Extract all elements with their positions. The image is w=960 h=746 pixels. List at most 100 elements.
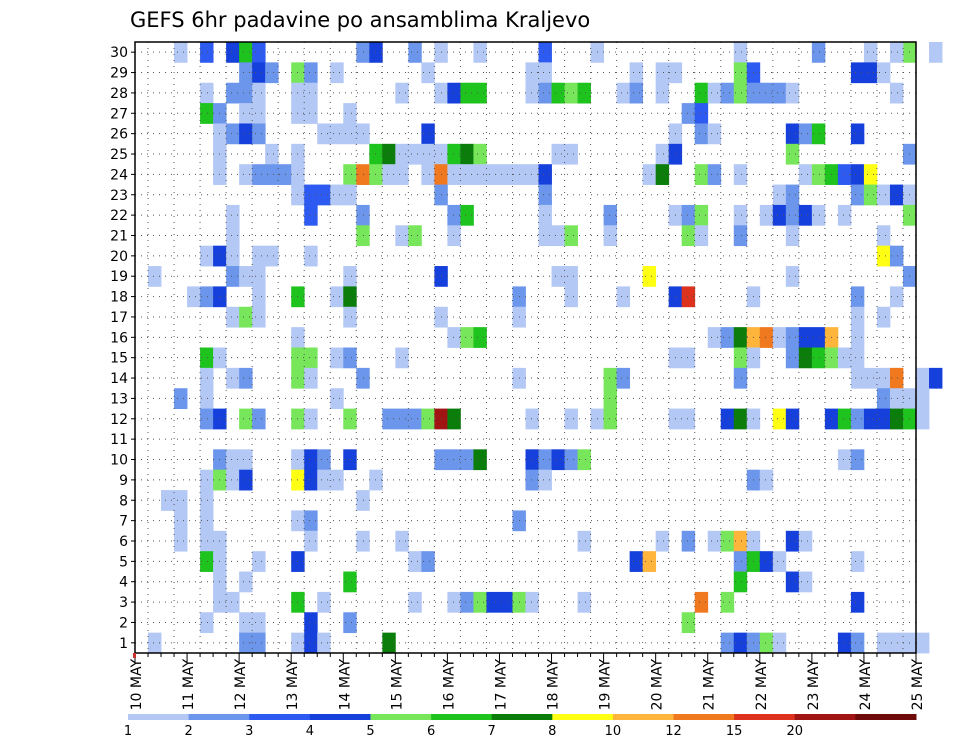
heatmap-cell [356, 164, 370, 185]
heatmap-cell [343, 123, 357, 145]
heatmap-cell [863, 42, 878, 63]
heatmap-cell [733, 42, 748, 63]
heatmap-cell [330, 123, 344, 145]
heatmap-cell [811, 204, 826, 226]
legend-label: 3 [245, 724, 253, 739]
heatmap-cell [681, 612, 696, 634]
heatmap-cell [733, 530, 748, 552]
heatmap-cell [759, 82, 774, 104]
heatmap-cell [239, 449, 253, 471]
heatmap-cell [200, 286, 214, 308]
heatmap-cell [239, 306, 253, 328]
heatmap-cell [343, 103, 357, 124]
x-tick-label: 24 MAY [858, 659, 874, 711]
x-tick-label: 21 MAY [702, 659, 718, 711]
heatmap-cell [304, 204, 318, 226]
heatmap-cell [473, 82, 487, 104]
heatmap-cell [304, 184, 318, 206]
legend-swatch [855, 714, 917, 720]
heatmap-cell [538, 204, 552, 226]
heatmap-cell [252, 632, 266, 654]
heatmap-cell [252, 612, 266, 634]
heatmap-cell [226, 449, 240, 471]
heatmap-cell [421, 551, 435, 572]
heatmap-cell [629, 62, 644, 84]
heatmap-cell [278, 164, 292, 185]
heatmap-cell [929, 367, 943, 389]
heatmap-cell [317, 632, 331, 654]
heatmap-cell [681, 103, 696, 124]
heatmap-cell [239, 164, 253, 185]
heatmap-cell [408, 551, 422, 572]
heatmap-cell [200, 469, 214, 491]
heatmap-cell [577, 449, 591, 471]
heatmap-cell [265, 143, 279, 165]
heatmap-cell [655, 143, 670, 165]
heatmap-cell [889, 82, 904, 104]
heatmap-cell [577, 591, 591, 613]
y-tick-label: 9 [119, 473, 128, 489]
heatmap-cell [772, 551, 787, 572]
legend-swatch [734, 714, 796, 720]
x-tick-label: 18 MAY [546, 659, 562, 711]
heatmap-cell [850, 591, 865, 613]
heatmap-cell [265, 62, 279, 84]
heatmap-cell [460, 164, 474, 185]
heatmap-cell [551, 82, 565, 104]
heatmap-cell [304, 632, 318, 654]
heatmap-cell [473, 42, 487, 63]
heatmap-cell [239, 469, 253, 491]
heatmap-cell [772, 184, 787, 206]
heatmap-cell [929, 42, 943, 63]
y-tick-label: 23 [110, 188, 128, 204]
heatmap-cell [916, 388, 930, 409]
heatmap-cell [785, 204, 800, 226]
heatmap-cell [200, 245, 214, 267]
heatmap-cell [252, 42, 266, 63]
heatmap-cell [200, 551, 214, 572]
heatmap-cell [356, 367, 370, 389]
heatmap-cell [850, 184, 865, 206]
legend-swatch [128, 714, 190, 720]
x-tick-label: 19 MAY [598, 659, 614, 711]
heatmap-cell [720, 530, 735, 552]
heatmap-cell [200, 347, 214, 369]
heatmap-cell [525, 449, 539, 471]
heatmap-cell [889, 184, 904, 206]
heatmap-cell [707, 530, 722, 552]
legend-label: 10 [605, 724, 622, 739]
heatmap-cell [694, 204, 709, 226]
heatmap-cell [889, 388, 904, 409]
heatmap-cell [538, 42, 552, 63]
heatmap-cell [239, 367, 253, 389]
heatmap-cell [408, 591, 422, 613]
heatmap-cell [525, 469, 539, 491]
heatmap-cell [876, 367, 891, 389]
heatmap-cell [603, 367, 618, 389]
heatmap-cell [200, 510, 214, 532]
heatmap-cell [473, 449, 487, 471]
heatmap-cell [772, 632, 787, 654]
x-tick-label: 12 MAY [233, 659, 249, 711]
heatmap-cell [733, 632, 748, 654]
heatmap-cell [421, 408, 435, 430]
heatmap-cell [356, 42, 370, 63]
legend-label: 12 [665, 724, 682, 739]
heatmap-cell [317, 123, 331, 145]
y-tick-label: 28 [110, 86, 128, 102]
heatmap-cell [447, 408, 461, 430]
heatmap-cell [798, 347, 813, 369]
heatmap-cell [447, 164, 461, 185]
heatmap-cell [317, 591, 331, 613]
heatmap-cell [916, 632, 930, 654]
heatmap-cell [707, 327, 722, 348]
legend-swatch [249, 714, 311, 720]
heatmap-cell [343, 286, 357, 308]
y-tick-label: 16 [110, 330, 128, 346]
heatmap-cell [720, 591, 735, 613]
legend-swatch [794, 714, 856, 720]
heatmap-cell [343, 408, 357, 430]
x-tick-label: 14 MAY [337, 659, 353, 711]
heatmap-cell [265, 245, 279, 267]
y-axis: 1234567891011121314151617181920212223242… [110, 45, 135, 652]
